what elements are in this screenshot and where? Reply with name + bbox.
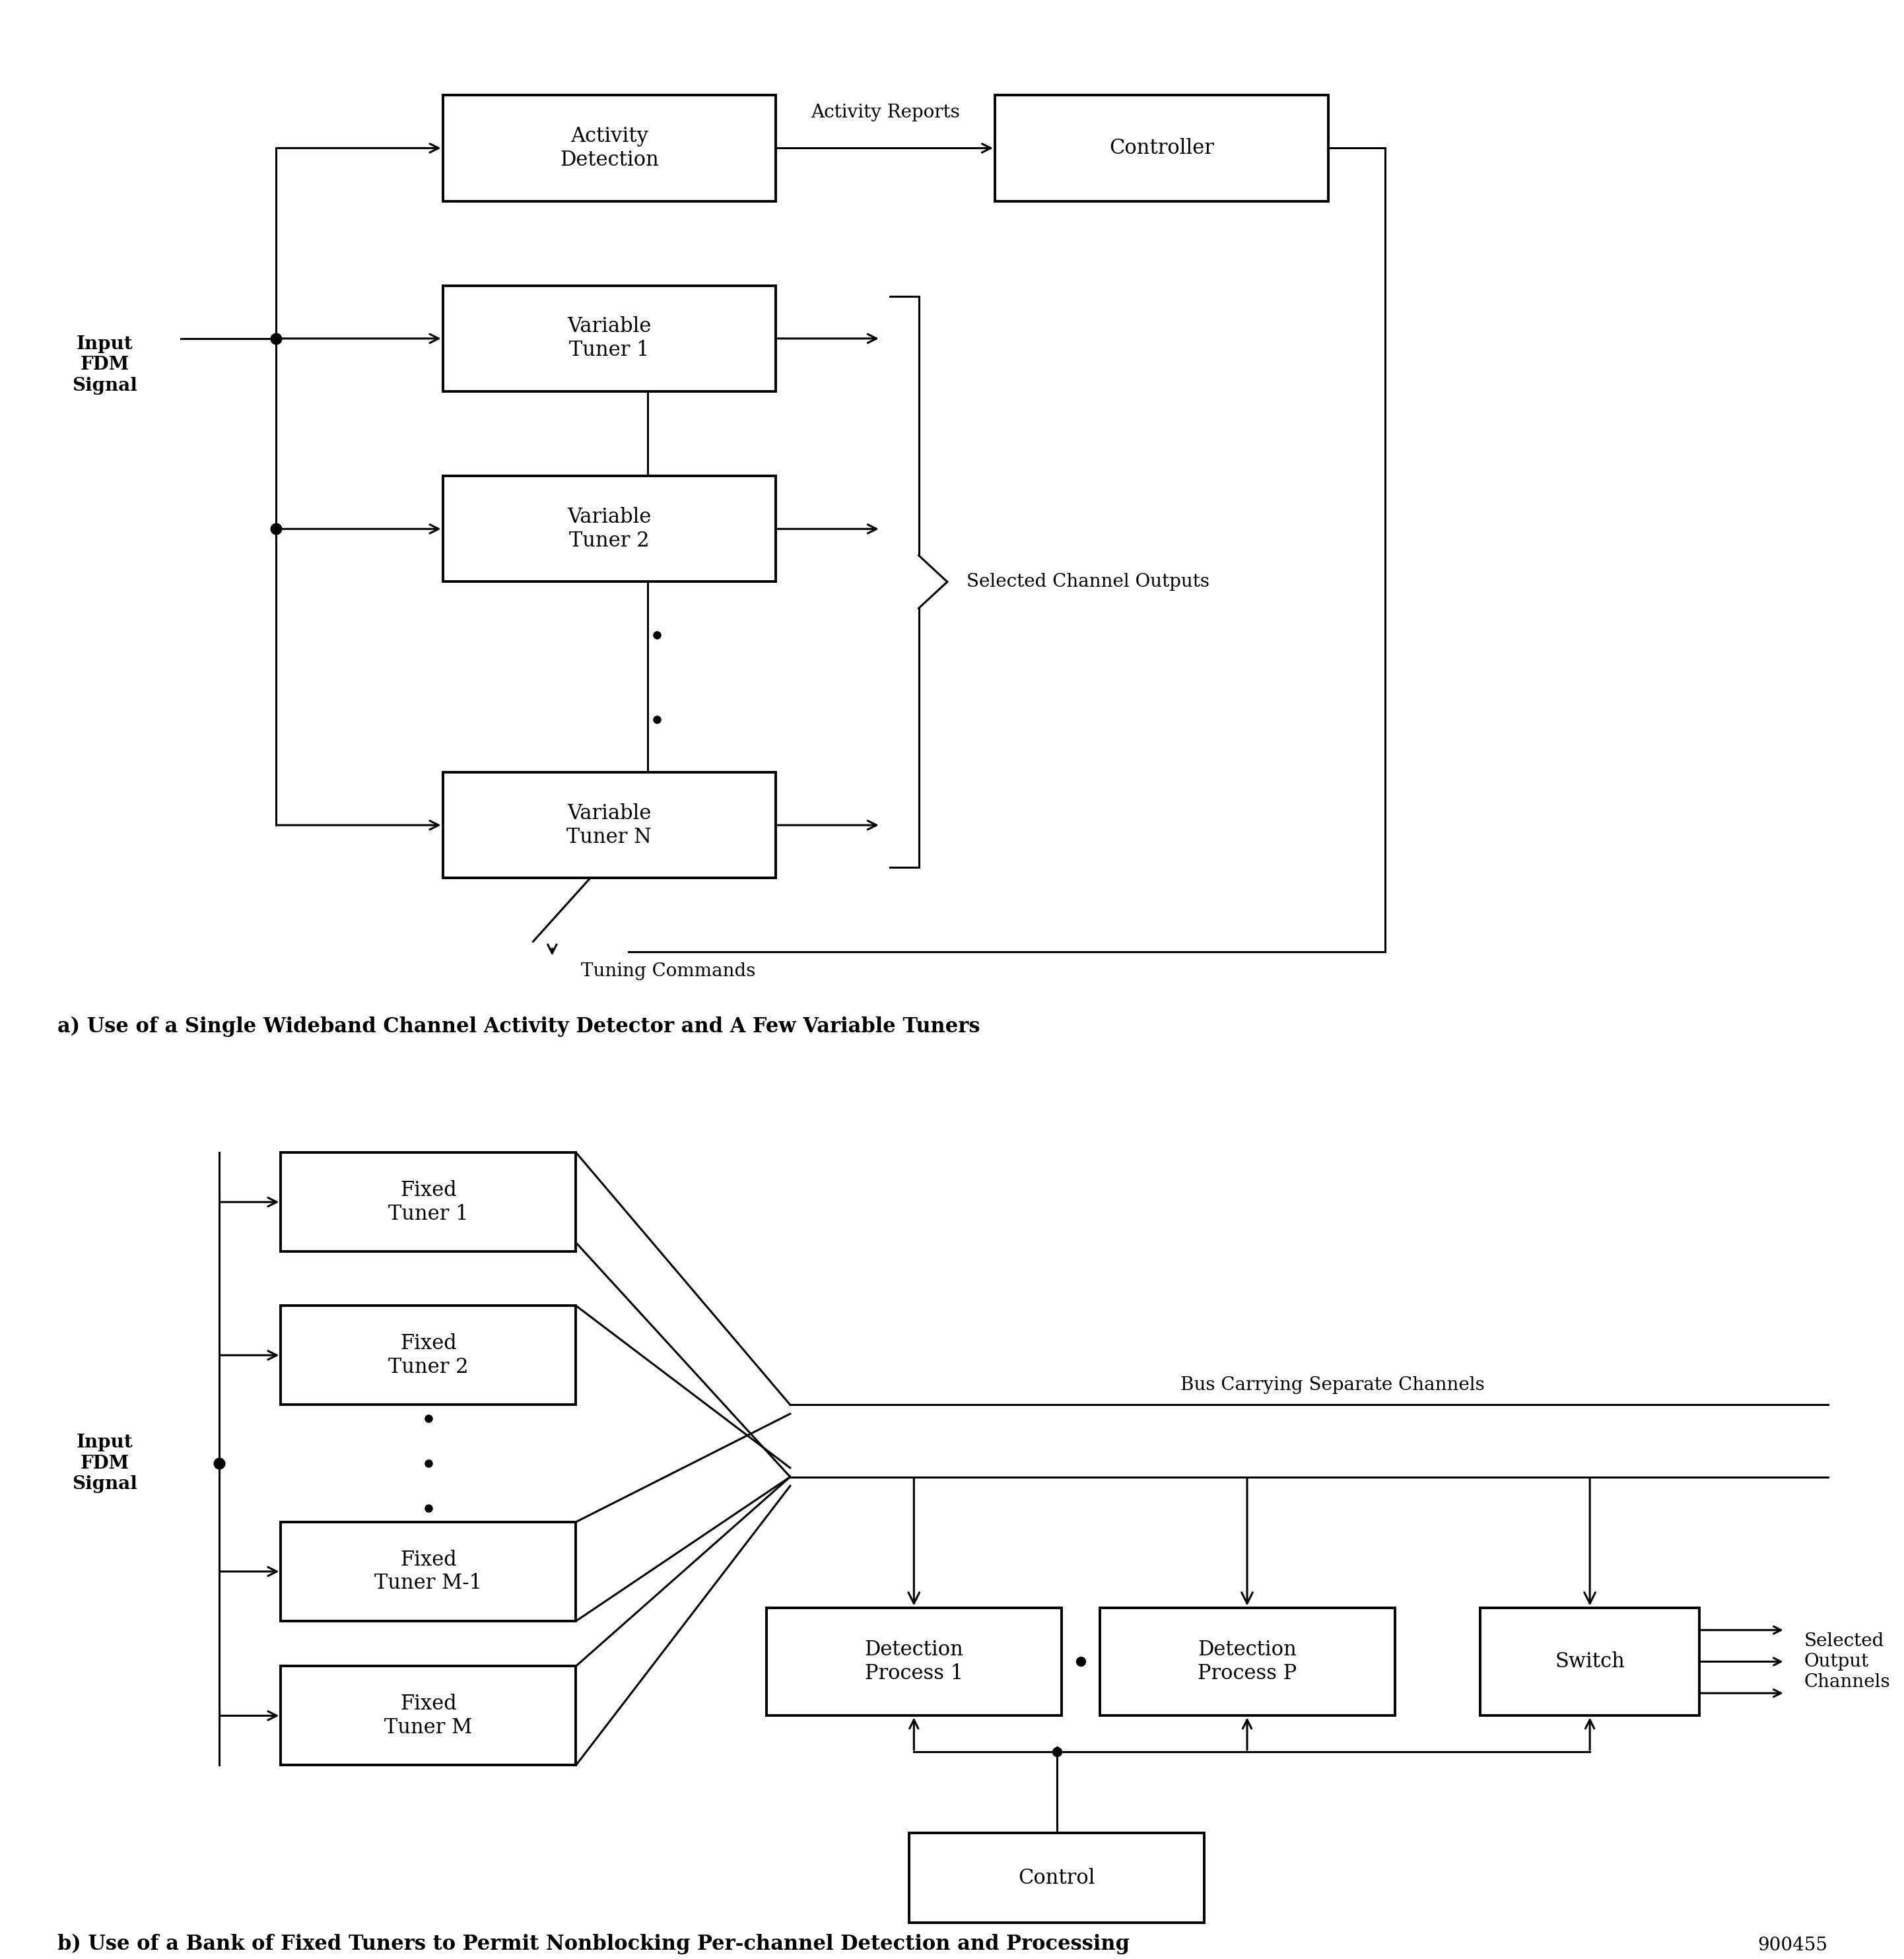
Text: Fixed
Tuner 1: Fixed Tuner 1 [388,1179,468,1224]
FancyBboxPatch shape [282,1152,575,1252]
FancyBboxPatch shape [282,1305,575,1405]
FancyBboxPatch shape [282,1665,575,1765]
Text: Variable
Tuner 1: Variable Tuner 1 [567,317,651,360]
Text: Tuning Commands: Tuning Commands [581,962,756,979]
Text: Input
FDM
Signal: Input FDM Signal [72,335,137,394]
Text: Bus Carrying Separate Channels: Bus Carrying Separate Channels [1180,1375,1485,1395]
Text: Activity
Detection: Activity Detection [560,125,659,170]
Text: 900455: 900455 [1757,1937,1828,1955]
Text: Fixed
Tuner M: Fixed Tuner M [385,1695,472,1738]
FancyBboxPatch shape [444,476,777,582]
Text: b) Use of a Bank of Fixed Tuners to Permit Nonblocking Per-channel Detection and: b) Use of a Bank of Fixed Tuners to Perm… [57,1934,1129,1955]
Text: Detection
Process P: Detection Process P [1198,1640,1297,1683]
FancyBboxPatch shape [444,772,777,878]
FancyBboxPatch shape [994,96,1329,202]
Text: Variable
Tuner 2: Variable Tuner 2 [567,507,651,550]
Text: Fixed
Tuner M-1: Fixed Tuner M-1 [375,1550,482,1593]
FancyBboxPatch shape [444,96,777,202]
FancyBboxPatch shape [282,1522,575,1622]
Text: Detection
Process 1: Detection Process 1 [864,1640,963,1683]
Text: Control: Control [1019,1867,1095,1888]
FancyBboxPatch shape [910,1834,1205,1924]
FancyBboxPatch shape [765,1608,1062,1716]
Text: Selected
Output
Channels: Selected Output Channels [1805,1632,1891,1691]
Text: Selected Channel Outputs: Selected Channel Outputs [965,572,1209,592]
Text: Input
FDM
Signal: Input FDM Signal [72,1434,137,1493]
FancyBboxPatch shape [1481,1608,1698,1716]
FancyBboxPatch shape [1101,1608,1394,1716]
FancyBboxPatch shape [444,286,777,392]
Text: a) Use of a Single Wideband Channel Activity Detector and A Few Variable Tuners: a) Use of a Single Wideband Channel Acti… [57,1017,981,1036]
Text: Activity Reports: Activity Reports [811,104,960,121]
Text: Variable
Tuner N: Variable Tuner N [567,803,651,846]
Text: Controller: Controller [1108,137,1215,159]
Text: Switch: Switch [1556,1651,1624,1671]
Text: Fixed
Tuner 2: Fixed Tuner 2 [388,1334,468,1377]
